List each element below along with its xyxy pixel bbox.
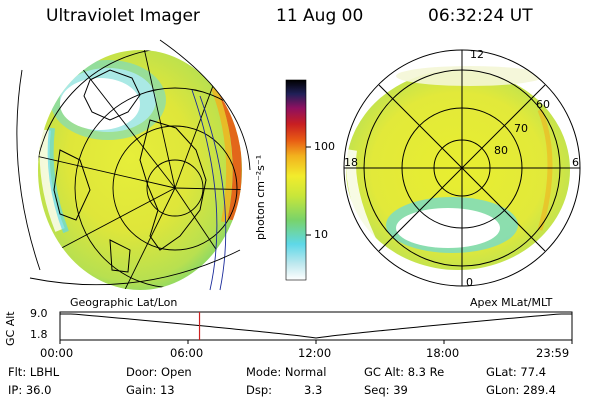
gc-alt-ytick-top: 9.0 [30, 307, 48, 320]
glat-label: GLat: 77.4 [486, 365, 547, 379]
mlt-label-0: 0 [466, 276, 473, 289]
mlat-label-70: 70 [514, 122, 528, 135]
time-tick-label: 18:00 [426, 346, 460, 360]
geographic-caption: Geographic Lat/Lon [70, 296, 178, 309]
time-tick-label: 06:00 [170, 346, 204, 360]
filter-label: Flt: LBHL [8, 365, 60, 379]
dsp-value: 3.3 [304, 383, 323, 397]
mlat-label-60: 60 [536, 98, 550, 111]
mlt-label-12: 12 [470, 48, 484, 61]
mlt-label-18: 18 [344, 156, 358, 169]
time-tick-label: 23:59 [536, 346, 570, 360]
date-label: 11 Aug 00 [276, 6, 364, 26]
sequence-label: Seq: 39 [364, 383, 408, 397]
door-label: Door: Open [126, 365, 192, 379]
gc-alt-readout: GC Alt: 8.3 Re [364, 365, 445, 379]
magnetic-image [343, 49, 581, 287]
colorbar-tick-10: 10 [314, 228, 328, 241]
time-label: 06:32:24 UT [428, 6, 533, 26]
altitude-plot [59, 311, 573, 344]
gc-alt-ylabel: GC Alt [4, 311, 17, 346]
mode-label: Mode: Normal [246, 365, 327, 379]
colorbar-unit-label: photon cm⁻²s⁻¹ [254, 154, 267, 240]
time-tick-label: 12:00 [298, 346, 332, 360]
apex-caption: Apex MLat/MLT [470, 296, 553, 309]
gc-alt-ytick-bottom: 1.8 [30, 328, 48, 341]
dsp-label: Dsp: [246, 383, 273, 397]
geographic-image [16, 39, 251, 291]
glon-label: GLon: 289.4 [486, 383, 556, 397]
altitude-curve [60, 313, 572, 339]
color-bar [285, 79, 311, 281]
gain-label: Gain: 13 [126, 383, 175, 397]
ip-label: IP: 36.0 [8, 383, 52, 397]
instrument-title: Ultraviolet Imager [46, 6, 200, 26]
colorbar-tick-100: 100 [314, 140, 335, 153]
time-tick-label: 00:00 [40, 346, 74, 360]
mlt-label-6: 6 [572, 156, 579, 169]
mlat-label-80: 80 [494, 144, 508, 157]
